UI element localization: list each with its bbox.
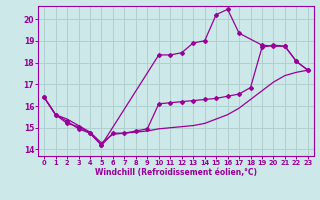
X-axis label: Windchill (Refroidissement éolien,°C): Windchill (Refroidissement éolien,°C)	[95, 168, 257, 177]
